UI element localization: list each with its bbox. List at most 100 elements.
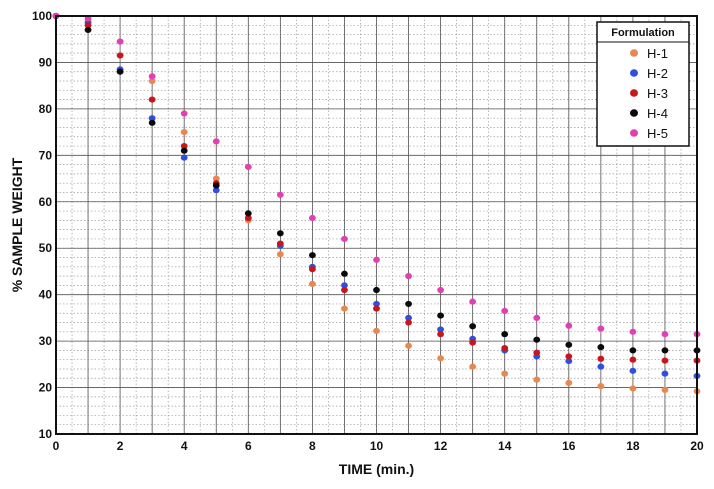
data-point-h-3 [148, 96, 156, 103]
x-tick-label: 0 [53, 439, 60, 453]
data-point-h-3 [469, 339, 477, 346]
data-point-h-2 [437, 326, 444, 333]
data-point-h-3 [84, 22, 92, 29]
x-tick-label: 20 [690, 439, 704, 453]
x-tick-label: 12 [434, 439, 448, 453]
data-point-h-1 [501, 370, 509, 377]
data-point-h-3 [597, 355, 605, 362]
x-tick-label: 14 [498, 439, 512, 453]
data-point-h-1 [629, 385, 637, 392]
legend-label-h-3: H-3 [647, 86, 668, 101]
data-point-h-1 [212, 175, 220, 182]
data-point-h-4 [533, 336, 541, 343]
data-point-h-3 [533, 349, 541, 356]
data-point-h-3 [341, 286, 348, 294]
data-point-h-1 [180, 129, 188, 136]
data-point-h-4 [116, 68, 124, 75]
x-tick-label: 2 [117, 439, 124, 453]
data-point-h-1 [597, 383, 605, 390]
legend-marker-h-3 [630, 89, 638, 97]
data-point-h-2 [629, 367, 637, 374]
data-point-h-5 [437, 286, 444, 294]
data-point-h-3 [661, 357, 669, 364]
data-point-h-3 [309, 266, 316, 273]
data-point-h-4 [661, 347, 669, 354]
y-axis-label: % SAMPLE WEIGHT [9, 157, 25, 292]
data-point-h-1 [309, 280, 316, 288]
y-tick-label: 60 [39, 195, 53, 209]
legend-label-h-5: H-5 [647, 126, 668, 141]
x-tick-label: 16 [562, 439, 576, 453]
data-point-h-4 [501, 331, 509, 338]
y-tick-label: 80 [39, 102, 53, 116]
legend-marker-h-2 [630, 69, 638, 77]
data-point-h-1 [373, 327, 380, 334]
x-tick-label: 6 [245, 439, 252, 453]
data-point-h-3 [373, 305, 380, 312]
data-point-h-5 [341, 235, 348, 243]
data-point-h-4 [565, 341, 573, 348]
data-point-h-1 [469, 363, 477, 370]
y-tick-label: 50 [39, 241, 53, 255]
y-tick-label: 20 [39, 381, 53, 395]
data-point-h-5 [629, 328, 637, 335]
x-tick-label: 10 [370, 439, 384, 453]
data-point-h-1 [341, 305, 348, 312]
data-point-h-2 [341, 282, 348, 289]
data-point-h-5 [661, 331, 669, 338]
data-point-h-1 [565, 379, 573, 387]
data-point-h-3 [501, 344, 509, 352]
data-point-h-5 [501, 307, 509, 315]
y-tick-labels: 10 20 30 40 50 60 70 80 90 100 [32, 9, 52, 441]
data-point-h-4 [276, 230, 284, 237]
data-point-h-2 [373, 300, 380, 308]
y-tick-label: 70 [39, 148, 53, 162]
legend-label-h-2: H-2 [647, 66, 668, 81]
data-point-h-1 [148, 77, 156, 85]
x-tick-label: 8 [309, 439, 316, 453]
data-point-h-5 [148, 73, 156, 80]
y-tick-label: 30 [39, 334, 53, 348]
y-tick-label: 100 [32, 9, 52, 23]
data-point-h-4 [212, 182, 220, 189]
data-point-h-4 [180, 147, 188, 154]
x-axis-label: TIME (min.) [339, 461, 414, 477]
x-tick-label: 18 [626, 439, 640, 453]
data-point-h-5 [565, 322, 573, 329]
data-point-h-5 [212, 138, 220, 145]
data-point-h-2 [405, 314, 412, 321]
data-point-h-5 [597, 325, 605, 332]
legend: Formulation H-1 H-2 H-3 H-4 H-5 [596, 21, 690, 147]
data-point-h-5 [373, 256, 380, 263]
data-point-h-1 [437, 355, 444, 362]
x-tick-labels: 0 2 4 6 8 10 12 14 16 18 20 [53, 439, 704, 453]
data-point-h-4 [629, 347, 637, 354]
y-tick-label: 10 [39, 427, 53, 441]
data-point-h-1 [405, 342, 412, 349]
legend-box [596, 21, 690, 147]
data-point-h-3 [180, 142, 188, 150]
data-point-h-2 [212, 187, 220, 194]
data-point-h-4 [148, 119, 156, 126]
data-point-h-3 [629, 356, 637, 363]
data-point-h-5 [180, 110, 188, 117]
data-point-h-4 [597, 344, 605, 351]
data-point-h-2 [565, 357, 573, 365]
data-point-h-1 [276, 251, 284, 258]
y-tick-label: 90 [39, 55, 53, 69]
data-point-h-4 [341, 270, 348, 277]
legend-items: H-1 H-2 H-3 H-4 H-5 [630, 46, 668, 141]
data-point-h-4 [437, 312, 444, 319]
plot-frame [55, 15, 698, 435]
data-point-h-2 [148, 115, 156, 122]
data-point-h-5 [469, 298, 477, 305]
legend-label-h-1: H-1 [647, 46, 668, 61]
data-point-h-2 [180, 154, 188, 161]
data-point-h-5 [405, 272, 412, 280]
legend-title: Formulation [611, 27, 675, 39]
data-point-h-2 [597, 363, 605, 370]
y-tick-label: 40 [39, 288, 53, 302]
data-point-h-4 [469, 323, 477, 330]
data-point-h-1 [533, 376, 541, 383]
